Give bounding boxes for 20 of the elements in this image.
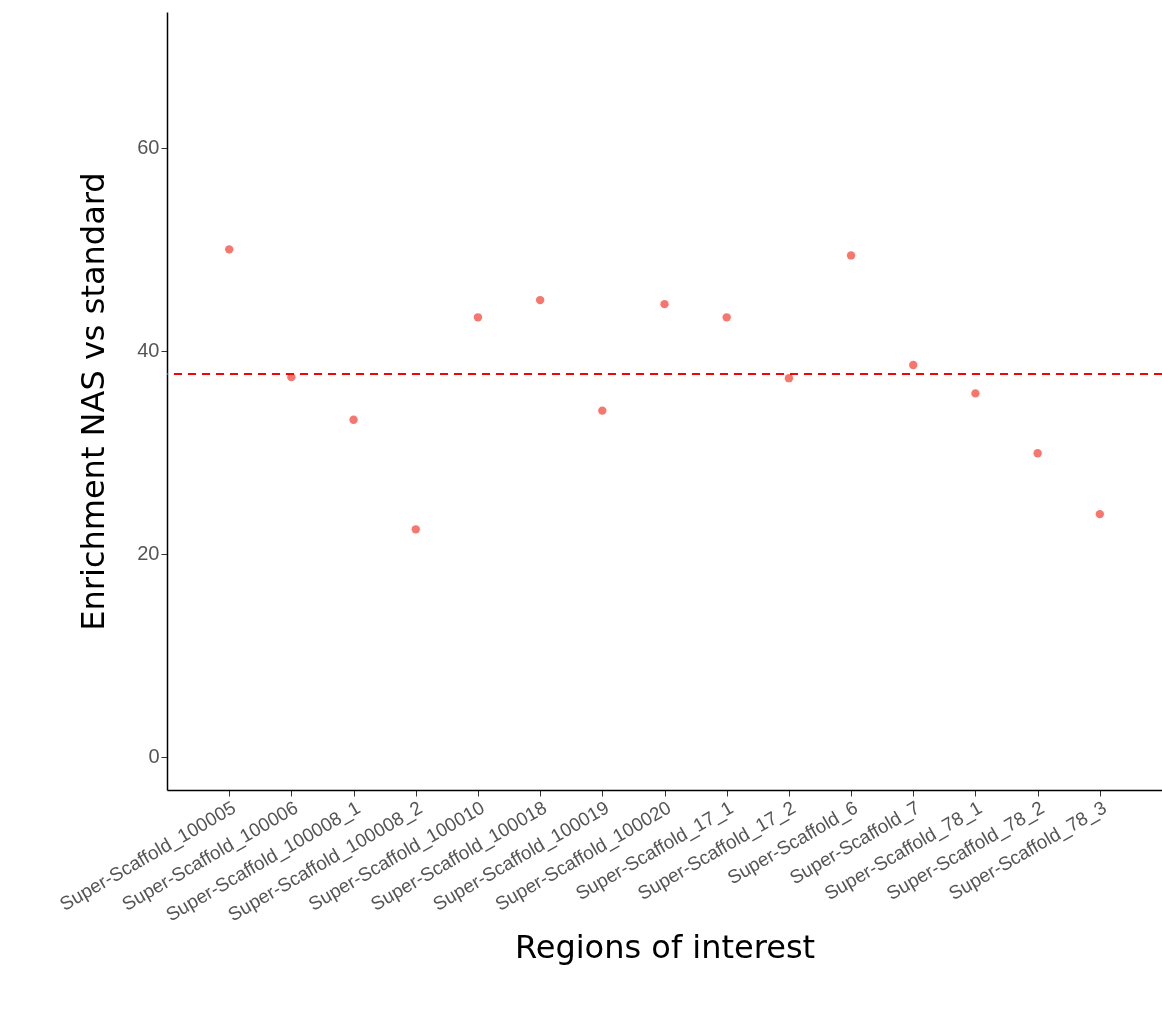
- point: [722, 313, 731, 322]
- point: [1033, 449, 1042, 458]
- y-tick-label: 60: [137, 136, 160, 159]
- point: [349, 415, 358, 424]
- point: [660, 299, 669, 309]
- point: [1095, 509, 1104, 519]
- point: [473, 313, 483, 322]
- point: [846, 251, 856, 260]
- point: [784, 374, 794, 383]
- point: [411, 525, 420, 534]
- y-tick-label: 20: [137, 542, 160, 565]
- point: [535, 295, 545, 305]
- point: [598, 406, 607, 415]
- y-axis-title: Enrichment NAS vs standard: [74, 172, 113, 631]
- y-tick-label: 40: [137, 339, 160, 362]
- point: [225, 245, 234, 254]
- x-axis-title: Regions of interest: [514, 928, 816, 967]
- y-tick-label: 0: [148, 745, 160, 768]
- point: [909, 360, 918, 370]
- point: [971, 389, 980, 398]
